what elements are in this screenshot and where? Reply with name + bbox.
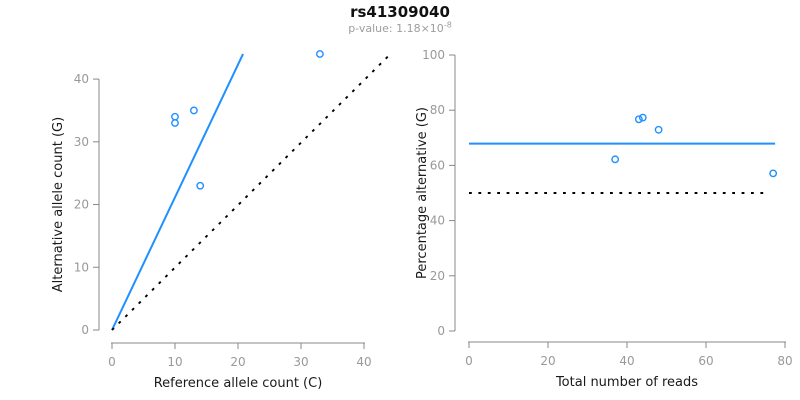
x-tick-label: 80 (777, 354, 792, 368)
y-tick-label: 100 (422, 48, 445, 62)
y-axis-title: Alternative allele count (G) (51, 117, 66, 292)
x-tick-label: 60 (698, 354, 713, 368)
x-tick-label: 0 (465, 354, 473, 368)
x-axis-title: Total number of reads (555, 375, 698, 390)
data-point (315, 50, 324, 58)
x-tick-label: 40 (619, 354, 634, 368)
y-tick-label: 20 (430, 269, 445, 283)
y-tick-label: 40 (74, 72, 89, 86)
data-point (638, 113, 647, 122)
identity-line (111, 55, 389, 331)
right-scatter-plot: 0 20 40 60 80 100 0 20 40 60 80 Total number of rea… (415, 48, 793, 390)
data-point (654, 125, 663, 134)
left-scatter-plot: 0 10 20 30 40 0 10 20 30 40 Reference allele count… (51, 50, 389, 391)
x-tick-label: 20 (540, 354, 555, 368)
y-tick-label: 0 (81, 323, 89, 337)
data-point (769, 169, 778, 178)
y-tick-label: 0 (437, 324, 445, 338)
x-tick-label: 0 (108, 355, 116, 369)
y-tick-label: 20 (74, 198, 89, 212)
data-point (171, 119, 179, 127)
x-tick-label: 40 (356, 355, 371, 369)
data-point (611, 155, 620, 164)
y-axis-title: Percentage alternative (G) (415, 107, 430, 279)
data-point (171, 112, 179, 121)
data-point (634, 115, 643, 124)
x-tick-label: 20 (230, 355, 245, 369)
fit-line (111, 53, 244, 331)
y-tick-label: 30 (74, 135, 89, 149)
y-tick-label: 10 (74, 260, 89, 274)
x-axis-title: Reference allele count (C) (154, 376, 323, 391)
data-point (189, 106, 198, 115)
y-tick-label: 60 (430, 158, 445, 172)
y-tick-label: 40 (430, 214, 445, 228)
x-tick-label: 10 (167, 355, 182, 369)
y-tick-label: 80 (430, 103, 445, 117)
x-tick-label: 30 (293, 355, 308, 369)
data-point (196, 181, 205, 190)
